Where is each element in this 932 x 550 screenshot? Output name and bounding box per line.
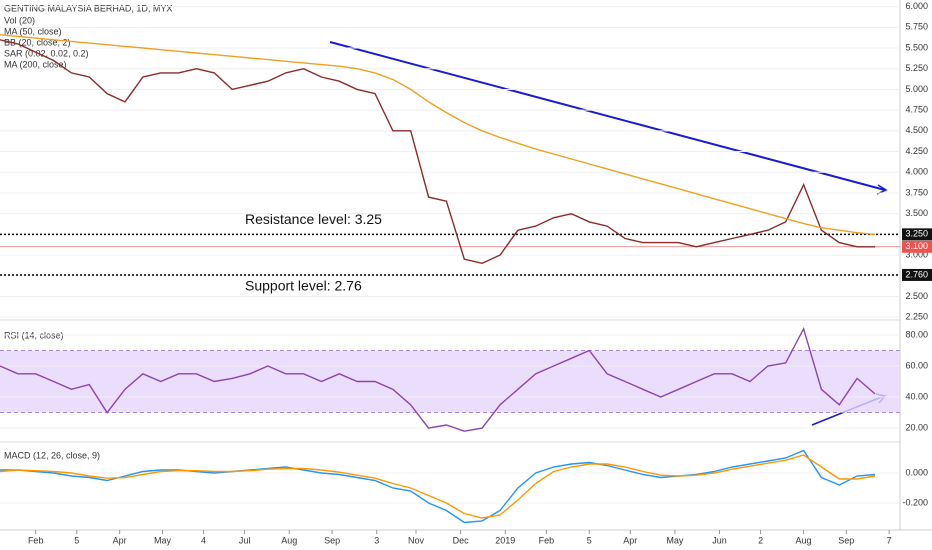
y-tick-label: 4.750 <box>905 105 928 115</box>
legend-entry: SAR (0.02, 0.02, 0.2) <box>4 48 89 58</box>
annotation: Resistance level: 3.25 <box>245 211 382 227</box>
y-tick-label: 80.00 <box>905 329 928 339</box>
series-line <box>0 449 876 524</box>
series-line <box>0 34 876 236</box>
annotation: Support level: 2.76 <box>245 278 362 294</box>
x-tick-label: Apr <box>623 535 637 545</box>
level-tag-label: 3.250 <box>905 229 928 239</box>
x-tick-label: May <box>154 535 172 545</box>
chart-title: GENTING MALAYSIA BERHAD, 1D, MYX <box>4 3 172 13</box>
y-tick-label: 5.000 <box>905 84 928 94</box>
y-tick-label: 3.000 <box>905 249 928 259</box>
x-tick-label: Jun <box>712 535 727 545</box>
y-tick-label: 60.00 <box>905 360 928 370</box>
y-tick-label: -0.200 <box>902 497 928 507</box>
x-tick-label: 5 <box>74 535 79 545</box>
series-line <box>0 326 876 432</box>
legend-entry: MA (200, close) <box>4 59 67 69</box>
y-tick-label: 40.00 <box>905 391 928 401</box>
x-tick-label: Aug <box>795 535 811 545</box>
y-tick-label: 5.500 <box>905 42 928 52</box>
y-tick-label: 2.250 <box>905 312 928 322</box>
last-price-tag <box>902 240 932 253</box>
legend-entry: Vol (20) <box>4 15 35 25</box>
level-tag <box>902 228 932 241</box>
series-line <box>0 39 875 265</box>
x-tick-label: Sep <box>324 535 340 545</box>
level-tag <box>902 268 932 281</box>
x-tick-label: Jul <box>239 535 251 545</box>
y-tick-label: 4.250 <box>905 146 928 156</box>
x-tick-label: 4 <box>201 535 206 545</box>
x-tick-label: Sep <box>838 535 854 545</box>
x-tick-label: Aug <box>281 535 297 545</box>
x-tick-label: Dec <box>453 535 470 545</box>
y-tick-label: 20.00 <box>905 422 928 432</box>
legend-entry: MA (50, close) <box>4 26 62 36</box>
x-tick-label: 3 <box>374 535 379 545</box>
y-tick-label: 3.750 <box>905 187 928 197</box>
x-tick-label: 2019 <box>495 535 515 545</box>
y-tick-label: 5.750 <box>905 22 928 32</box>
y-tick-label: 6.000 <box>905 1 928 11</box>
x-tick-label: Apr <box>113 535 127 545</box>
legend-entry: BB (20, close, 2) <box>4 37 71 47</box>
x-tick-label: 7 <box>887 535 892 545</box>
y-tick-label: 4.500 <box>905 125 928 135</box>
y-tick-label: 4.000 <box>905 167 928 177</box>
x-tick-label: May <box>666 535 684 545</box>
y-tick-label: 3.500 <box>905 208 928 218</box>
last-price-label: 3.100 <box>905 241 928 251</box>
x-tick-label: Nov <box>408 535 425 545</box>
y-tick-label: 5.250 <box>905 63 928 73</box>
trend-line <box>329 41 886 191</box>
series-line <box>0 454 876 519</box>
x-tick-label: Feb <box>539 535 555 545</box>
y-tick-label: 2.500 <box>905 291 928 301</box>
x-tick-label: 2 <box>758 535 763 545</box>
y-tick-label: 0.000 <box>905 467 928 477</box>
x-tick-label: Feb <box>28 535 44 545</box>
pane-title: MACD (12, 26, close, 9) <box>4 450 100 460</box>
level-tag-label: 2.760 <box>905 269 928 279</box>
x-tick-label: 5 <box>587 535 592 545</box>
